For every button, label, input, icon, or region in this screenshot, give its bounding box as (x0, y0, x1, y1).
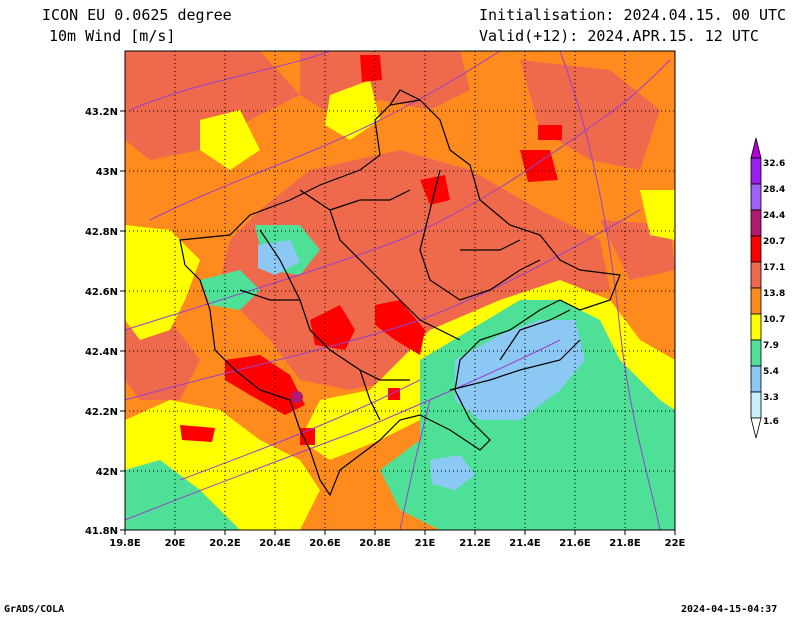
colorbar-bin (750, 261, 762, 289)
x-tick-label: 20.8E (359, 538, 391, 549)
init-time: Initialisation: 2024.04.15. 00 UTC (479, 6, 787, 24)
colorbar-label: 32.6 (763, 159, 785, 169)
y-tick-label: 42.2N (85, 407, 118, 418)
colorbar (750, 137, 762, 439)
wind-field (125, 51, 675, 530)
valid-time: Valid(+12): 2024.APR.15. 12 UTC (479, 27, 759, 45)
colorbar-label: 3.3 (763, 393, 779, 403)
x-tick-label: 20.4E (259, 538, 291, 549)
colorbar-bottom-arrow (750, 417, 762, 439)
x-tick-label: 21.8E (609, 538, 641, 549)
x-tick-label: 20E (165, 538, 186, 549)
variable-title: 10m Wind [m/s] (49, 27, 176, 45)
y-tick-label: 43.2N (85, 107, 118, 118)
y-tick-label: 42.8N (85, 227, 118, 238)
colorbar-label: 7.9 (763, 341, 779, 351)
colorbar-bin (750, 183, 762, 211)
colorbar-label: 1.6 (763, 417, 779, 427)
software-credit: GrADS/COLA (4, 604, 65, 615)
axis-ticks (120, 110, 676, 535)
colorbar-top-arrow (750, 137, 762, 159)
x-tick-label: 20.2E (209, 538, 241, 549)
y-tick-label: 42N (96, 467, 118, 478)
colorbar-label: 13.8 (763, 289, 785, 299)
x-axis-labels: 19.8E 20E 20.2E 20.4E 20.6E 20.8E 21E 21… (109, 538, 685, 549)
district-borders (179, 89, 621, 497)
colorbar-label: 5.4 (763, 367, 779, 377)
x-tick-label: 21.4E (509, 538, 541, 549)
colorbar-bin (750, 365, 762, 393)
colorbar-label: 24.4 (763, 211, 785, 221)
colorbar-bin (750, 157, 762, 185)
colorbar-label: 28.4 (763, 185, 785, 195)
x-tick-label: 20.6E (309, 538, 341, 549)
wind-max-spot (291, 391, 303, 403)
model-title: ICON EU 0.0625 degree (42, 6, 232, 24)
colorbar-label: 17.1 (763, 263, 785, 273)
y-tick-label: 42.4N (85, 347, 118, 358)
x-tick-label: 19.8E (109, 538, 141, 549)
colorbar-bin (750, 209, 762, 237)
x-tick-label: 21.2E (459, 538, 491, 549)
x-tick-label: 21E (415, 538, 436, 549)
x-tick-label: 22E (665, 538, 686, 549)
colorbar-bin (750, 391, 762, 419)
colorbar-bin (750, 287, 762, 315)
y-tick-label: 43N (96, 167, 118, 178)
render-timestamp: 2024-04-15-04:37 (681, 604, 778, 615)
y-axis-labels: 43.2N 43N 42.8N 42.6N 42.4N 42.2N 42N 41… (85, 107, 118, 537)
colorbar-labels: 32.6 28.4 24.4 20.7 17.1 13.8 10.7 7.9 5… (763, 159, 785, 427)
colorbar-bin (750, 339, 762, 367)
y-tick-label: 42.6N (85, 287, 118, 298)
colorbar-label: 20.7 (763, 237, 785, 247)
colorbar-bin (750, 235, 762, 263)
y-tick-label: 41.8N (85, 526, 118, 537)
colorbar-label: 10.7 (763, 315, 785, 325)
colorbar-bin (750, 313, 762, 341)
x-tick-label: 21.6E (559, 538, 591, 549)
wind-streamlines (125, 51, 671, 530)
